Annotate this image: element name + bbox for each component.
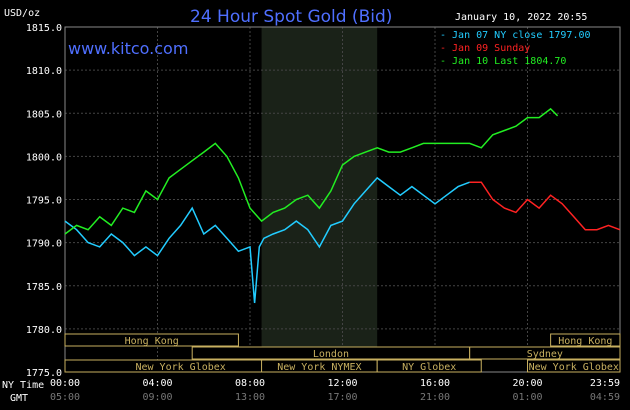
- y-tick-label: 1800.0: [26, 152, 62, 163]
- y-tick-label: 1795.0: [26, 196, 62, 207]
- y-tick-label: 1810.0: [26, 66, 62, 77]
- market-bar: [550, 333, 621, 347]
- y-tick-label: 1785.0: [26, 282, 62, 293]
- market-bar: [469, 346, 621, 360]
- series-line-0: [64, 176, 470, 304]
- market-label: New York Globex: [135, 362, 225, 373]
- market-label: Sydney: [527, 349, 563, 360]
- gmt-label: GMT: [10, 393, 28, 404]
- site-watermark: www.kitco.com: [68, 39, 188, 58]
- market-label: London: [313, 349, 349, 360]
- x-tick-label-gmt: 17:00: [327, 392, 357, 403]
- y-tick-labels: 1775.0 1780.0 1785.0 1790.0 1795.0 1800.0 1805…: [26, 23, 62, 379]
- series-line-2: [64, 107, 559, 235]
- x-tick-label-gmt: 01:00: [512, 392, 542, 403]
- market-label: New York NYMEX: [277, 362, 361, 373]
- legend-item: - Jan 09 Sunday: [440, 43, 530, 54]
- series-line-1: [469, 181, 621, 231]
- legend: - Jan 07 NY close 1797.00 - Jan 09 Sunday…: [440, 30, 591, 67]
- y-tick-label: 1775.0: [26, 368, 62, 379]
- x-tick-label-ny: 23:59: [590, 378, 620, 389]
- x-tick-label-ny: 12:00: [327, 378, 357, 389]
- legend-item: - Jan 07 NY close 1797.00: [440, 30, 591, 41]
- x-tick-label-gmt: 21:00: [420, 392, 450, 403]
- ny-time-label: NY Time: [2, 380, 44, 391]
- market-bar: [376, 359, 482, 373]
- x-tick-label-gmt: 09:00: [142, 392, 172, 403]
- market-label: NY Globex: [402, 362, 456, 373]
- x-tick-label-gmt: 04:59: [590, 392, 620, 403]
- market-label: Hong Kong: [125, 336, 179, 347]
- x-tick-label-ny: 04:00: [142, 378, 172, 389]
- market-label: Hong Kong: [558, 336, 612, 347]
- x-tick-label-gmt: 13:00: [235, 392, 265, 403]
- x-tick-label-gmt: 05:00: [50, 392, 80, 403]
- x-tick-labels: 00:00 04:00 08:00 12:00 16:00 20:00 23:59 05:00…: [50, 378, 620, 403]
- x-tick-label-ny: 08:00: [235, 378, 265, 389]
- chart-title: 24 Hour Spot Gold (Bid): [190, 7, 392, 27]
- legend-item: - Jan 10 Last 1804.70: [440, 56, 566, 67]
- x-tick-label-ny: 00:00: [50, 378, 80, 389]
- y-tick-label: 1790.0: [26, 239, 62, 250]
- y-unit-label: USD/oz: [4, 8, 40, 19]
- x-tick-label-ny: 16:00: [420, 378, 450, 389]
- series-lines: [64, 107, 621, 304]
- y-tick-label: 1815.0: [26, 23, 62, 34]
- market-bar: [527, 359, 621, 373]
- market-sessions: Hong Kong London New York Globex New York N…: [64, 333, 621, 373]
- market-label: New York Globex: [529, 362, 619, 373]
- x-tick-label-ny: 20:00: [512, 378, 542, 389]
- y-tick-label: 1780.0: [26, 325, 62, 336]
- market-bar: [64, 333, 239, 347]
- timestamp: January 10, 2022 20:55: [455, 12, 587, 23]
- y-tick-label: 1805.0: [26, 109, 62, 120]
